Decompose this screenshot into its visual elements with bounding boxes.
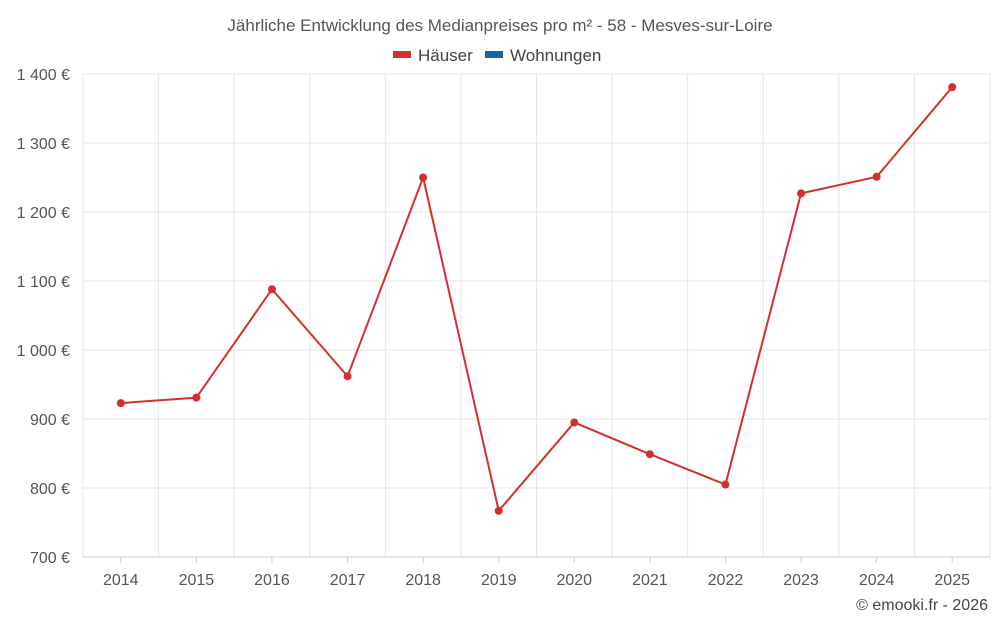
y-tick-label: 900 € (30, 412, 70, 429)
x-tick-label: 2017 (330, 572, 366, 589)
data-point-haeuser[interactable] (116, 399, 125, 408)
x-tick-label: 2025 (934, 572, 970, 589)
data-point-haeuser[interactable] (570, 418, 579, 427)
legend-swatch-haeuser (393, 51, 411, 58)
y-tick-label: 1 300 € (17, 136, 70, 153)
legend-label-haeuser[interactable]: Häuser (418, 46, 473, 65)
data-point-haeuser[interactable] (948, 83, 957, 92)
series-line-haeuser (120, 86, 953, 512)
x-tick-label: 2014 (103, 572, 139, 589)
y-tick-label: 1 000 € (17, 343, 70, 360)
x-tick-label: 2019 (481, 572, 517, 589)
credit-text: © emooki.fr - 2026 (856, 597, 988, 614)
grid (82, 73, 991, 558)
data-point-haeuser[interactable] (721, 480, 730, 489)
y-tick-label: 1 400 € (17, 67, 70, 84)
series-haeuser (116, 83, 957, 515)
legend: Häuser Wohnungen (393, 46, 601, 65)
y-tick-label: 1 100 € (17, 274, 70, 291)
legend-swatch-wohnungen (485, 51, 503, 58)
data-point-haeuser[interactable] (872, 172, 881, 181)
x-tick-label: 2023 (783, 572, 819, 589)
x-tick-label: 2024 (859, 572, 895, 589)
data-point-haeuser[interactable] (645, 450, 654, 459)
x-tick-label: 2022 (708, 572, 744, 589)
legend-label-wohnungen[interactable]: Wohnungen (510, 46, 601, 65)
chart-title: Jährliche Entwicklung des Medianpreises … (227, 16, 772, 35)
data-point-haeuser[interactable] (494, 506, 503, 515)
x-tick-label: 2015 (179, 572, 215, 589)
x-tick-label: 2020 (556, 572, 592, 589)
data-point-haeuser[interactable] (192, 393, 201, 402)
y-tick-label: 800 € (30, 481, 70, 498)
y-tick-label: 1 200 € (17, 205, 70, 222)
y-axis-ticks: 700 € 800 € 900 € 1 000 € 1 100 € 1 200 € 1 30… (17, 67, 70, 567)
x-tick-label: 2018 (405, 572, 441, 589)
x-tick-label: 2021 (632, 572, 668, 589)
data-point-haeuser[interactable] (343, 372, 352, 381)
x-axis-ticks: 2014 2015 2016 2017 2018 2019 2020 2021 2022 2023… (103, 557, 970, 589)
x-tick-label: 2016 (254, 572, 290, 589)
y-tick-label: 700 € (30, 550, 70, 567)
data-point-haeuser[interactable] (419, 173, 428, 182)
data-point-haeuser[interactable] (267, 285, 276, 294)
data-point-haeuser[interactable] (797, 189, 806, 198)
